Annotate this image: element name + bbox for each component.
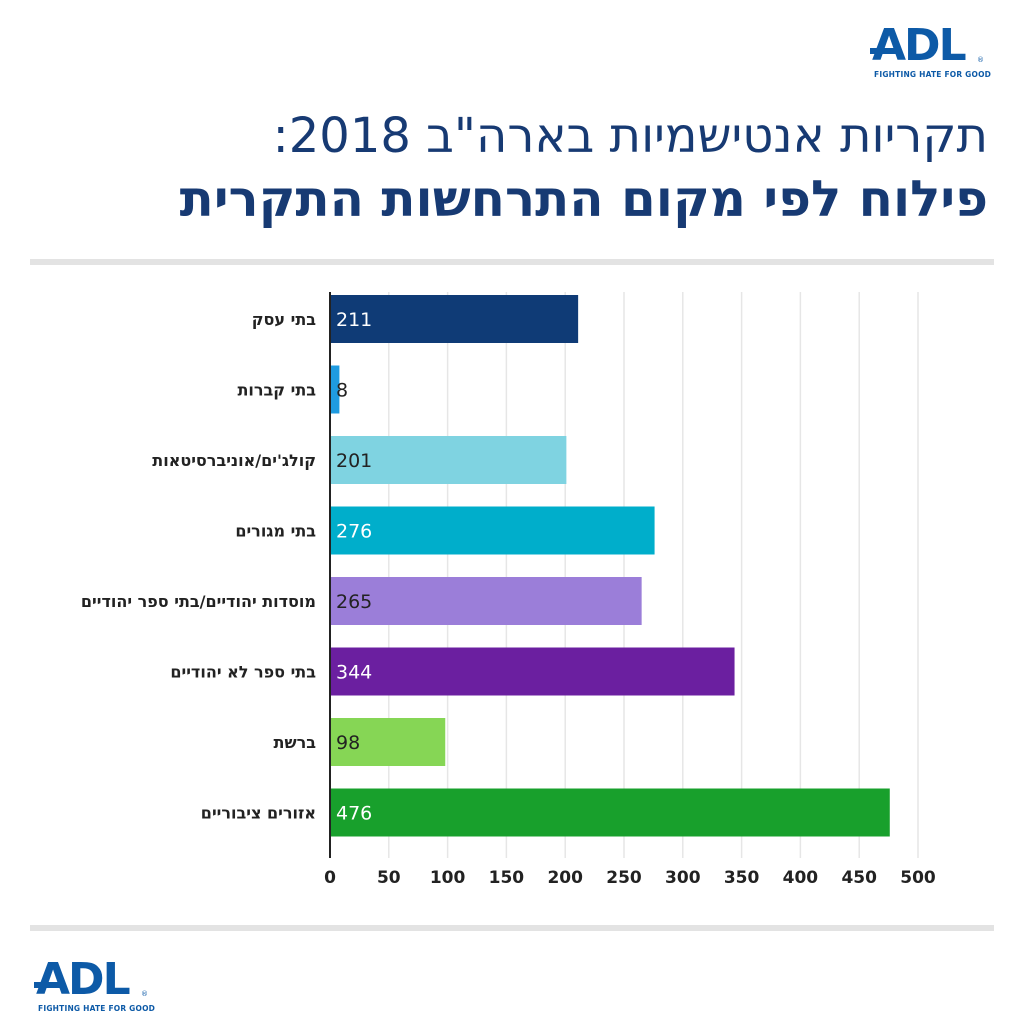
category-label: בתי עסק <box>252 310 317 329</box>
x-tick-label: 500 <box>900 868 936 888</box>
bar <box>331 506 655 555</box>
x-tick-label: 200 <box>547 868 583 888</box>
bar <box>331 577 642 625</box>
x-tick-label: 400 <box>783 868 819 888</box>
category-label: בתי קברות <box>237 381 316 400</box>
x-tick-label: 450 <box>841 868 877 888</box>
title-line-2: פילוח לפי מקום התרחשות התקרית <box>179 170 988 228</box>
value-label: 265 <box>336 591 372 613</box>
logo-registered: ® <box>141 990 148 998</box>
x-tick-label: 300 <box>665 868 701 888</box>
logo-registered: ® <box>977 56 984 64</box>
logo-mark: ADL <box>872 20 967 71</box>
category-label: בתי מגורים <box>235 522 316 541</box>
bar <box>331 295 579 343</box>
logo-tagline: FIGHTING HATE FOR GOOD <box>874 70 992 79</box>
x-tick-label: 250 <box>606 868 642 888</box>
divider-bottom <box>30 925 994 931</box>
x-tick-label: 0 <box>324 868 336 888</box>
category-label: ברשת <box>274 733 317 752</box>
divider-top <box>30 259 994 265</box>
x-tick-label: 100 <box>430 868 466 888</box>
bar <box>331 365 340 414</box>
x-tick-label: 150 <box>489 868 525 888</box>
category-label: אזורים ציבוריים <box>201 804 316 823</box>
logo-mark: ADL <box>36 954 131 1005</box>
x-tick-label: 350 <box>724 868 760 888</box>
value-label: 276 <box>336 521 372 543</box>
value-label: 476 <box>336 803 372 825</box>
bar <box>331 647 735 696</box>
category-label: בתי ספר לא יהודיים <box>170 663 316 682</box>
title-line-1: תקריות אנטישמיות בארה"ב 2018: <box>272 108 988 164</box>
adl-logo-bottom: ADL ® FIGHTING HATE FOR GOOD <box>34 954 156 1018</box>
adl-logo-top: ADL ® FIGHTING HATE FOR GOOD <box>870 20 992 84</box>
x-tick-label: 50 <box>377 868 401 888</box>
logo-stripe <box>870 48 900 54</box>
bar <box>331 718 446 766</box>
category-label: קולג'ים/אוניברסיטאות <box>152 451 316 470</box>
bar <box>331 436 567 484</box>
value-label: 8 <box>336 380 348 402</box>
logo-tagline: FIGHTING HATE FOR GOOD <box>38 1004 156 1013</box>
value-label: 344 <box>336 662 372 684</box>
logo-stripe <box>34 982 64 988</box>
value-label: 98 <box>336 732 360 754</box>
bar <box>331 788 890 837</box>
value-label: 201 <box>336 450 372 472</box>
category-label: מוסדות יהודיים/בתי ספר יהודיים <box>81 592 316 611</box>
value-label: 211 <box>336 309 372 331</box>
